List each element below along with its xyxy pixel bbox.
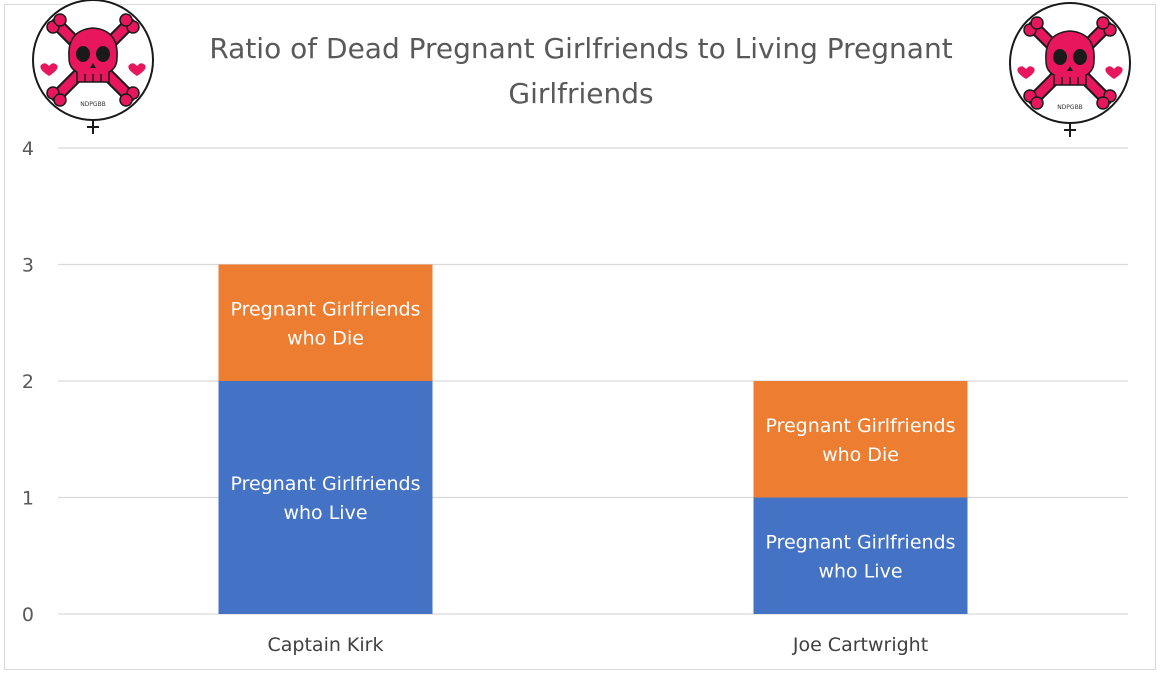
segment-labels: Pregnant Girlfriends who Live Pregnant Gir… <box>230 298 955 582</box>
category-labels: Captain Kirk Joe Cartwright <box>268 634 929 656</box>
skull-crossbones-icon: NDPGBB <box>1010 3 1130 137</box>
y-tick-label: 1 <box>22 488 34 510</box>
y-tick-label: 3 <box>22 255 34 277</box>
chart-title-line-1: Ratio of Dead Pregnant Girlfriends to Li… <box>209 32 952 65</box>
bar-segment <box>218 264 433 381</box>
segment-label: who Die <box>287 327 364 349</box>
segment-label: who Die <box>822 444 899 466</box>
segment-label: who Live <box>818 560 902 582</box>
badge-text: NDPGBB <box>1057 104 1083 111</box>
y-tick-label: 4 <box>22 138 34 160</box>
category-label: Joe Cartwright <box>792 634 928 656</box>
y-axis-ticks: 0 1 2 3 4 <box>22 138 34 626</box>
segment-label: Pregnant Girlfriends <box>230 298 420 320</box>
bar-segment <box>753 497 968 614</box>
y-tick-label: 2 <box>22 371 34 393</box>
segment-label: Pregnant Girlfriends <box>765 531 955 553</box>
category-label: Captain Kirk <box>268 634 384 656</box>
segment-label: who Live <box>283 502 367 524</box>
segment-label: Pregnant Girlfriends <box>765 415 955 437</box>
bars <box>218 264 968 614</box>
chart-title-line-2: Girlfriends <box>508 77 653 110</box>
segment-label: Pregnant Girlfriends <box>230 473 420 495</box>
badge-text: NDPGBB <box>80 101 106 108</box>
y-tick-label: 0 <box>22 604 34 626</box>
bar-segment <box>218 381 433 614</box>
bar-segment <box>753 381 968 498</box>
skull-crossbones-icon: NDPGBB <box>33 0 153 134</box>
